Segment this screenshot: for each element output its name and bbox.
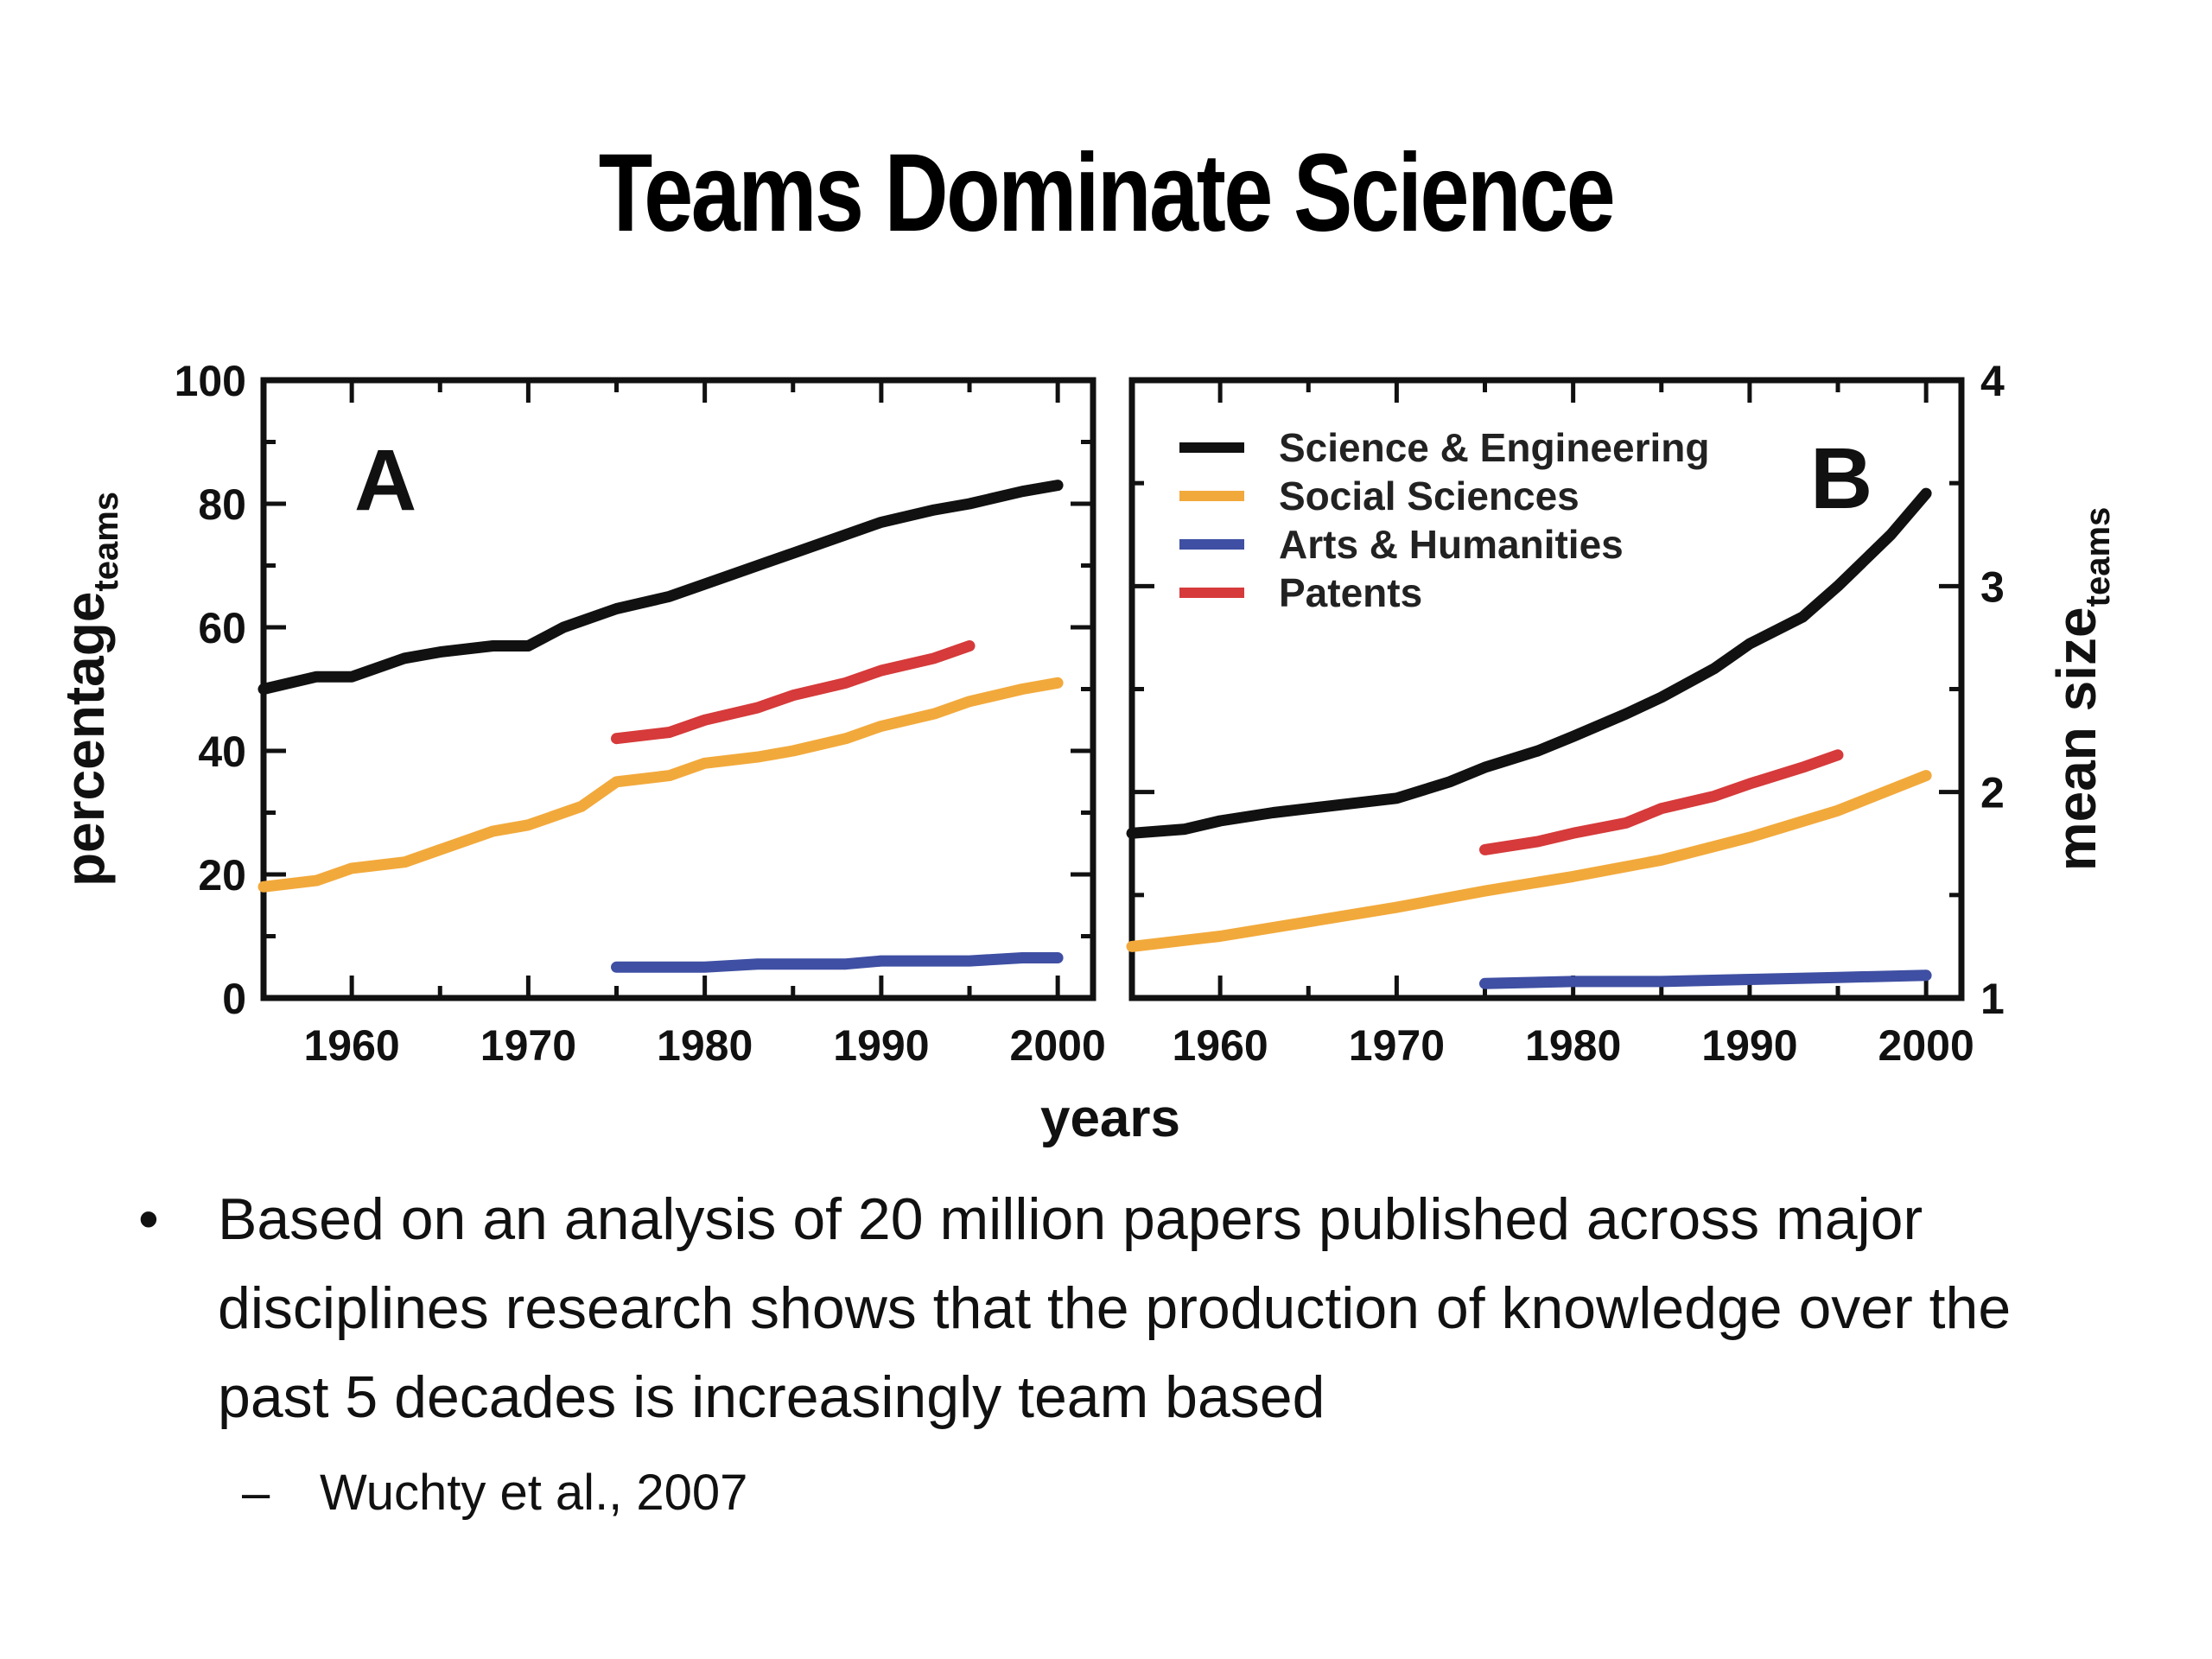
panel-label: A [354, 432, 416, 529]
x-tick-label: 2000 [1878, 1021, 1974, 1070]
legend-label: Patents [1279, 570, 1422, 615]
y-tick-label: 2 [1980, 769, 2005, 817]
sub-bullet-text: Wuchty et al., 2007 [320, 1465, 748, 1521]
series-line-patents [611, 640, 976, 745]
y-tick-label: 60 [198, 604, 246, 652]
x-tick-label: 1980 [1525, 1021, 1621, 1070]
legend-label: Social Sciences [1279, 474, 1580, 518]
bullet-item: • Based on an analysis of 20 million pap… [138, 1175, 2126, 1442]
x-tick-label: 1970 [480, 1021, 576, 1070]
series-line-arts-humanities [611, 952, 1064, 973]
y-tick-label: 0 [222, 975, 246, 1023]
series-line-social-sciences [1126, 770, 1932, 952]
x-tick-label: 1980 [657, 1021, 753, 1070]
y-tick-label: 4 [1980, 357, 2005, 405]
y-axis-label: mean sizeteams [2045, 507, 2117, 872]
bullet-marker: • [138, 1186, 159, 1252]
x-tick-label: 2000 [1010, 1021, 1106, 1070]
panel-label: B [1810, 430, 1872, 527]
x-tick-label: 1960 [1173, 1021, 1268, 1070]
series-line-science-engineering [257, 480, 1064, 695]
x-tick-label: 1960 [304, 1021, 400, 1070]
bullet-list: • Based on an analysis of 20 million pap… [138, 1175, 2126, 1541]
series-line-science-engineering [1126, 487, 1932, 839]
slide-title: Teams Dominate Science [598, 131, 1616, 255]
y-tick-label: 80 [198, 480, 246, 529]
x-tick-label: 1990 [833, 1021, 929, 1070]
series-line-patents [1479, 749, 1844, 855]
y-axis-label: percentageteams [54, 492, 125, 887]
bullet-text: Based on an analysis of 20 million paper… [218, 1186, 2012, 1430]
y-tick-label: 1 [1980, 975, 2005, 1023]
y-tick-label: 100 [175, 357, 246, 405]
y-tick-label: 3 [1980, 563, 2005, 611]
sub-bullet-marker: – [242, 1465, 270, 1521]
legend-label: Science & Engineering [1279, 425, 1709, 470]
sub-bullet-item: – Wuchty et al., 2007 [138, 1446, 2126, 1541]
legend-label: Arts & Humanities [1279, 522, 1624, 567]
x-tick-label: 1990 [1701, 1021, 1797, 1070]
series-line-social-sciences [257, 677, 1064, 893]
shared-xlabel: years [1040, 1089, 1180, 1148]
series-line-arts-humanities [1479, 969, 1932, 989]
panel-a: 1960 1970 1980 1990 2000 0 20 40 60 80 100 percenta… [54, 357, 1106, 1070]
y-tick-label: 20 [198, 851, 246, 899]
y-tick-label: 40 [198, 728, 246, 776]
x-tick-label: 1970 [1349, 1021, 1445, 1070]
